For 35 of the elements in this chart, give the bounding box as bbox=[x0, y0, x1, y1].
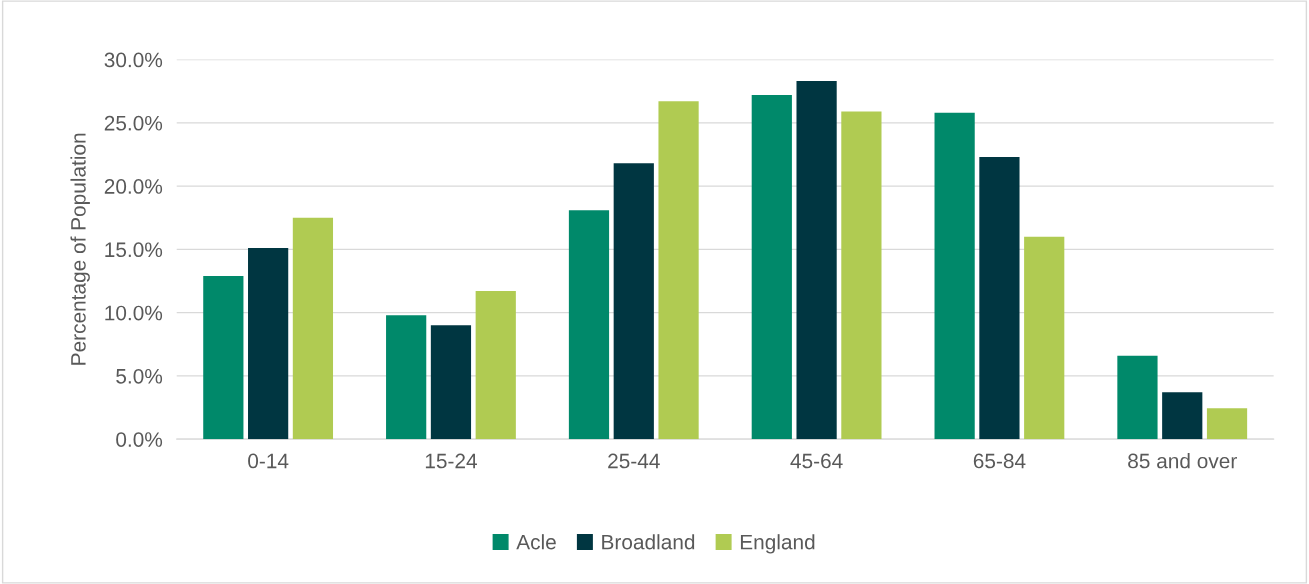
y-axis-title: Percentage of Population bbox=[70, 133, 90, 365]
bar bbox=[292, 217, 334, 440]
bar bbox=[613, 163, 654, 440]
y-tick-label: 25.0% bbox=[104, 115, 163, 131]
legend-label: Broadland bbox=[602, 534, 695, 550]
bar bbox=[658, 101, 699, 440]
bar bbox=[1206, 408, 1248, 440]
x-tick-label: 65-84 bbox=[973, 453, 1026, 469]
bar bbox=[568, 210, 610, 440]
bar bbox=[386, 315, 427, 440]
y-tick-label: 30.0% bbox=[104, 52, 163, 68]
x-tick-label: 85 and over bbox=[1128, 453, 1237, 469]
bar bbox=[1024, 236, 1065, 440]
x-tick-label: 0-14 bbox=[248, 453, 289, 469]
bar bbox=[841, 111, 882, 440]
legend-label: Acle bbox=[516, 534, 556, 550]
y-tick-label: 20.0% bbox=[104, 179, 163, 194]
bar bbox=[475, 291, 516, 440]
x-tick-label: 45-64 bbox=[790, 453, 843, 469]
bar bbox=[1162, 392, 1203, 440]
y-tick-label: 0.0% bbox=[116, 432, 163, 447]
bar bbox=[248, 248, 289, 440]
y-tick-label: 5.0% bbox=[116, 368, 163, 384]
bar bbox=[203, 275, 244, 440]
bar bbox=[934, 112, 975, 440]
y-tick-label: 10.0% bbox=[105, 305, 163, 321]
bar bbox=[751, 95, 792, 440]
x-tick-label: 15-24 bbox=[425, 453, 477, 469]
x-tick-label: 25-44 bbox=[608, 453, 660, 469]
bar bbox=[430, 325, 472, 440]
legend-label: England bbox=[740, 534, 815, 554]
y-tick-label: 15.0% bbox=[105, 242, 163, 258]
bar bbox=[1117, 355, 1158, 440]
bar bbox=[796, 81, 837, 440]
bar bbox=[979, 157, 1020, 440]
